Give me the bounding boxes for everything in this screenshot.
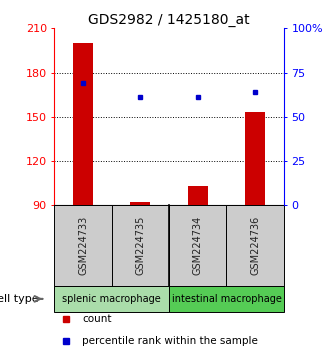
Text: GSM224735: GSM224735 (135, 216, 146, 275)
Bar (245, 113, 265, 205)
Text: count: count (82, 314, 112, 324)
Text: GSM224736: GSM224736 (250, 216, 260, 275)
Bar (130, 202, 150, 205)
FancyBboxPatch shape (54, 286, 169, 312)
Text: cell type: cell type (0, 294, 38, 304)
Text: percentile rank within the sample: percentile rank within the sample (82, 336, 258, 346)
Text: splenic macrophage: splenic macrophage (62, 294, 161, 304)
Bar (188, 186, 208, 205)
Text: GSM224734: GSM224734 (193, 216, 203, 275)
Text: GSM224733: GSM224733 (78, 216, 88, 275)
Bar (73, 43, 93, 205)
FancyBboxPatch shape (169, 286, 284, 312)
FancyBboxPatch shape (112, 205, 169, 286)
Title: GDS2982 / 1425180_at: GDS2982 / 1425180_at (88, 13, 250, 27)
FancyBboxPatch shape (169, 205, 226, 286)
Text: intestinal macrophage: intestinal macrophage (172, 294, 281, 304)
FancyBboxPatch shape (54, 205, 112, 286)
FancyBboxPatch shape (226, 205, 284, 286)
